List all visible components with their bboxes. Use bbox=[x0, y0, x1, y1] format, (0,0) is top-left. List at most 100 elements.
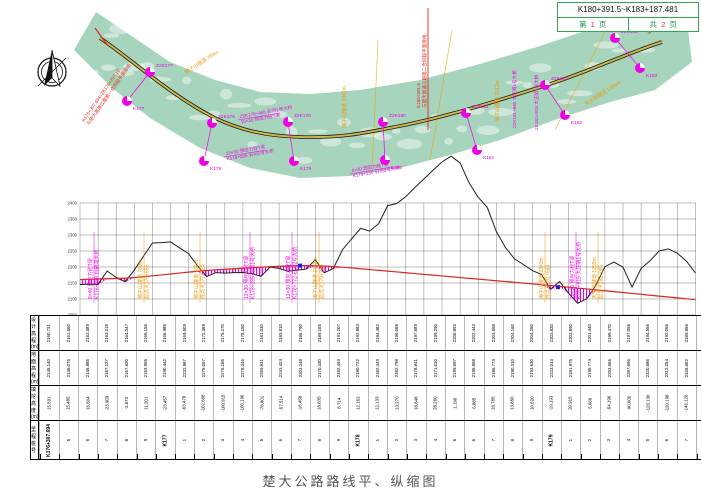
value-cell: 20.915 bbox=[560, 386, 580, 420]
station-cell: 3 bbox=[213, 421, 232, 459]
value-cell: 5.666 bbox=[580, 386, 599, 420]
ruler-tick bbox=[368, 454, 370, 459]
value-cell: 2391.896 bbox=[696, 351, 701, 385]
row-label-cutfill: 填挖高度(m) bbox=[31, 387, 39, 421]
value-cell: -126.130 bbox=[638, 386, 657, 420]
km-marker-wedge bbox=[615, 33, 620, 38]
value-cell: 2275.057 bbox=[193, 351, 213, 385]
elev-axis-label: 2200 bbox=[68, 265, 78, 270]
value-cell: 2186.790 bbox=[290, 316, 310, 350]
elev-axis-label: 2250 bbox=[68, 249, 78, 254]
map-blob bbox=[396, 138, 423, 150]
ruler-tick bbox=[194, 454, 196, 459]
km-marker-wedge bbox=[545, 80, 550, 85]
value-cell: 11.201 bbox=[136, 386, 155, 420]
value-cell: -54.196 bbox=[599, 386, 619, 420]
value-cell: 2202.443 bbox=[464, 316, 483, 350]
marker-leader bbox=[203, 122, 213, 162]
value-cell: 2175.270 bbox=[213, 316, 232, 350]
km-marker-label: Z2K179 bbox=[294, 113, 311, 119]
value-cell: 2163.218 bbox=[97, 316, 116, 350]
elev-axis-label: 2400 bbox=[68, 201, 78, 206]
station-range: K180+391.5~K183+187.481 bbox=[558, 3, 698, 18]
profile-annotation: 起点 K176+955 bbox=[145, 264, 151, 299]
map-blob bbox=[505, 80, 524, 85]
value-cell: 13.270 bbox=[387, 386, 406, 420]
value-cell: 2232.987 bbox=[174, 351, 194, 385]
ruler-tick bbox=[213, 454, 215, 459]
sheet-range-box: K180+391.5~K183+187.481 第 1 页 共 2 页 bbox=[557, 2, 699, 32]
value-cell: -23.909 bbox=[97, 386, 116, 420]
profile-annotation: 12×30 预应力砼T梁 bbox=[285, 256, 292, 300]
km-marker-label: K177 bbox=[133, 106, 145, 112]
map-blob bbox=[476, 125, 500, 135]
value-cell: 18.835 bbox=[309, 386, 329, 420]
map-blob bbox=[307, 129, 328, 134]
value-cell: 16.504 bbox=[78, 386, 97, 420]
km-marker-wedge bbox=[288, 117, 293, 122]
ruler-tick bbox=[329, 454, 331, 459]
page-number-cell: 第 1 页 bbox=[579, 19, 607, 29]
total-pages-cell: 共 2 页 bbox=[627, 17, 699, 31]
value-cell: 2196.068 bbox=[387, 316, 406, 350]
ruler-tick bbox=[348, 454, 350, 459]
ruler-tick bbox=[677, 454, 679, 459]
value-cell: 8.714 bbox=[329, 386, 348, 420]
station-cell: 6 bbox=[78, 421, 97, 459]
value-cell: 2320.686 bbox=[638, 351, 657, 385]
value-cell: -3.573 bbox=[116, 386, 136, 420]
map-blob bbox=[188, 114, 211, 121]
map-blob bbox=[566, 90, 593, 97]
value-cell: 2160.731 bbox=[39, 316, 58, 350]
value-cell: 2202.890 bbox=[560, 316, 580, 350]
profile-annotation: 起点 K182+085 bbox=[599, 264, 605, 299]
elevation-table: 设计高程(m) 地面高程(m) 填挖高度(m) 里程桩号 2160.731 216… bbox=[30, 315, 701, 460]
profile-annotation: 终点 K177+724 bbox=[200, 264, 207, 299]
marker-leader bbox=[382, 121, 386, 161]
value-cell: 2199.697 bbox=[445, 351, 464, 385]
value-cell: -100.196 bbox=[232, 386, 252, 420]
station-cell: 7 bbox=[97, 421, 116, 459]
km-marker-label: K179 bbox=[300, 166, 312, 172]
profile-annotation: K181+915 大庄哨1号大桥 bbox=[576, 242, 583, 299]
value-cell: 2171.030 bbox=[425, 351, 445, 385]
marker-leader bbox=[465, 112, 478, 151]
ruler-tick bbox=[580, 454, 582, 459]
elev-axis-label: 2350 bbox=[68, 217, 78, 222]
profile-grid: 24002350230022502200215021002050 bbox=[68, 201, 696, 318]
map-blob bbox=[488, 108, 515, 117]
km-marker-wedge bbox=[477, 145, 482, 150]
ruler-tick bbox=[291, 454, 293, 459]
km-marker-label: K182 bbox=[571, 120, 583, 126]
ruler-tick bbox=[252, 454, 254, 459]
map-blob bbox=[374, 133, 393, 141]
value-cell: -78.801 bbox=[251, 386, 271, 420]
profile-annotation: 帽子山隧道 769m bbox=[193, 260, 200, 299]
station-cell: 7 bbox=[290, 421, 310, 459]
station-cell: 5 bbox=[251, 421, 271, 459]
profile-annotation: 18×30 预应力砼T梁 bbox=[569, 256, 576, 300]
map-blob bbox=[220, 88, 232, 100]
value-cell: 2189.556 bbox=[676, 316, 696, 350]
value-cell: 2203.248 bbox=[290, 351, 310, 385]
station-cell: 5 bbox=[638, 421, 657, 459]
ruler-tick bbox=[175, 454, 177, 459]
profile-annotation: K176+488 白鹤湾大桥 bbox=[94, 250, 101, 299]
km-marker-label: Z2K182 bbox=[551, 76, 568, 82]
km-marker-label: K181 bbox=[483, 155, 495, 161]
row-label-design: 设计高程(m) bbox=[31, 317, 39, 351]
map-blob bbox=[109, 23, 134, 35]
km-marker-label: Z2K178 bbox=[218, 114, 235, 120]
value-cell: -19.193 bbox=[541, 386, 561, 420]
ruler-tick bbox=[619, 454, 621, 459]
value-cell: 2193.630 bbox=[522, 351, 541, 385]
station-cell: 6 bbox=[271, 421, 290, 459]
ruler-tick bbox=[522, 454, 524, 459]
value-cell: 2180.722 bbox=[348, 351, 367, 385]
value-cell: 2192.056 bbox=[657, 316, 676, 350]
km-marker-label: Z2K183 bbox=[621, 29, 638, 35]
map-corridor bbox=[74, 10, 692, 178]
value-cell: -23.457 bbox=[155, 386, 174, 420]
value-cell: 2204.250 bbox=[522, 316, 541, 350]
ruler-tick bbox=[233, 454, 235, 459]
